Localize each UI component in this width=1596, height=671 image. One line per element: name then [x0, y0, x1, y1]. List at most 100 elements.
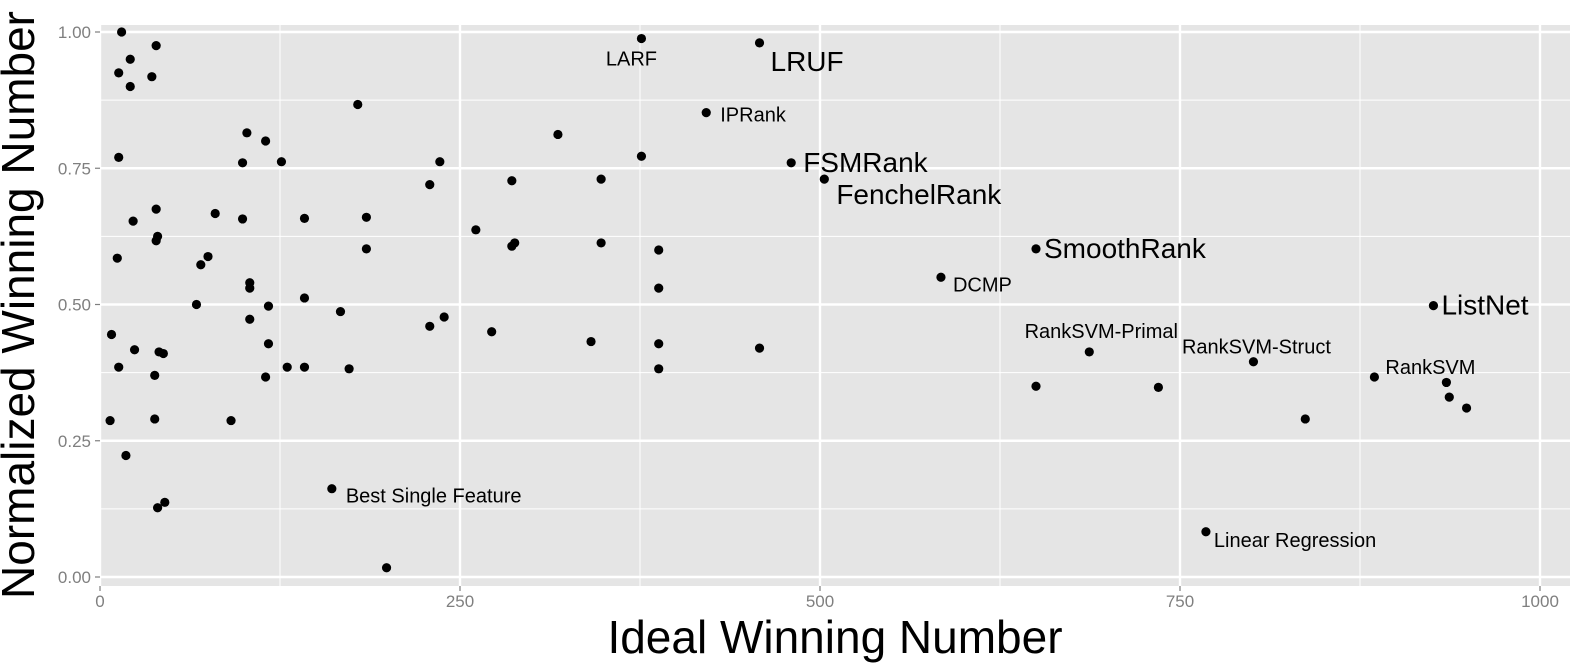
x-tick-label: 1000 [1521, 592, 1559, 611]
data-point [153, 503, 162, 512]
point-label: RankSVM-Struct [1182, 337, 1331, 359]
data-point [150, 371, 159, 380]
data-point [1031, 244, 1040, 253]
point-label: Linear Regression [1214, 530, 1376, 552]
data-point [507, 176, 516, 185]
point-label: Best Single Feature [346, 486, 522, 508]
data-point [1085, 347, 1094, 356]
data-point [264, 302, 273, 311]
data-point [637, 152, 646, 161]
data-point [159, 349, 168, 358]
data-point [362, 244, 371, 253]
data-point [126, 82, 135, 91]
data-point [129, 217, 138, 226]
data-point [245, 315, 254, 324]
x-tick-label: 0 [95, 592, 104, 611]
data-point [654, 245, 663, 254]
point-label: FenchelRank [836, 179, 1002, 210]
data-point [277, 157, 286, 166]
data-point [440, 312, 449, 321]
data-point [425, 322, 434, 331]
data-point [300, 293, 309, 302]
data-point [425, 180, 434, 189]
data-point [1370, 372, 1379, 381]
data-point [242, 128, 251, 137]
data-point [226, 416, 235, 425]
data-point [152, 205, 161, 214]
x-tick-label: 750 [1166, 592, 1194, 611]
data-point [654, 364, 663, 373]
point-label: SmoothRank [1044, 233, 1207, 264]
data-point [654, 339, 663, 348]
data-point [238, 214, 247, 223]
data-point [300, 214, 309, 223]
y-tick-label: 0.75 [58, 159, 91, 178]
data-point [300, 363, 309, 372]
data-point [150, 414, 159, 423]
y-axis-title: Normalized Winning Number [0, 11, 44, 599]
data-point [238, 158, 247, 167]
data-point [126, 55, 135, 64]
data-point [261, 372, 270, 381]
data-point [435, 157, 444, 166]
data-point [1201, 527, 1210, 536]
data-point [1445, 393, 1454, 402]
data-point [107, 330, 116, 339]
data-point [152, 236, 161, 245]
data-point [105, 416, 114, 425]
data-point [597, 175, 606, 184]
data-point [114, 68, 123, 77]
point-label: RankSVM-Primal [1025, 321, 1178, 343]
data-point [196, 260, 205, 269]
data-point [1429, 301, 1438, 310]
data-point [261, 136, 270, 145]
point-label: RankSVM [1385, 357, 1475, 379]
data-point [755, 344, 764, 353]
point-label: LARF [606, 49, 657, 71]
data-point [787, 158, 796, 167]
data-point [1154, 383, 1163, 392]
data-point [637, 34, 646, 43]
data-point [283, 363, 292, 372]
data-point [130, 345, 139, 354]
data-point [211, 209, 220, 218]
data-point [597, 238, 606, 247]
data-point [327, 484, 336, 493]
data-point [362, 213, 371, 222]
data-point [586, 337, 595, 346]
x-axis-title: Ideal Winning Number [607, 611, 1062, 663]
y-tick-label: 0.50 [58, 296, 91, 315]
data-point [117, 27, 126, 36]
data-point [114, 363, 123, 372]
data-point [654, 284, 663, 293]
x-tick-label: 250 [446, 592, 474, 611]
data-point [152, 41, 161, 50]
data-point [471, 225, 480, 234]
data-point [382, 563, 391, 572]
data-point [553, 130, 562, 139]
point-label: FSMRank [803, 147, 928, 178]
data-point [702, 108, 711, 117]
data-point [192, 300, 201, 309]
point-label: IPRank [720, 105, 787, 127]
data-point [345, 364, 354, 373]
x-tick-label: 500 [806, 592, 834, 611]
data-point [1031, 382, 1040, 391]
data-point [114, 153, 123, 162]
data-point [245, 284, 254, 293]
data-point [113, 254, 122, 263]
y-tick-label: 0.25 [58, 432, 91, 451]
point-label: ListNet [1441, 290, 1528, 321]
point-label: LRUF [771, 46, 844, 77]
data-point [203, 252, 212, 261]
data-point [264, 339, 273, 348]
data-point [755, 38, 764, 47]
data-point [147, 72, 156, 81]
y-tick-label: 0.00 [58, 568, 91, 587]
y-tick-label: 1.00 [58, 23, 91, 42]
data-point [353, 100, 362, 109]
data-point [936, 273, 945, 282]
data-point [1462, 403, 1471, 412]
data-point [121, 451, 130, 460]
